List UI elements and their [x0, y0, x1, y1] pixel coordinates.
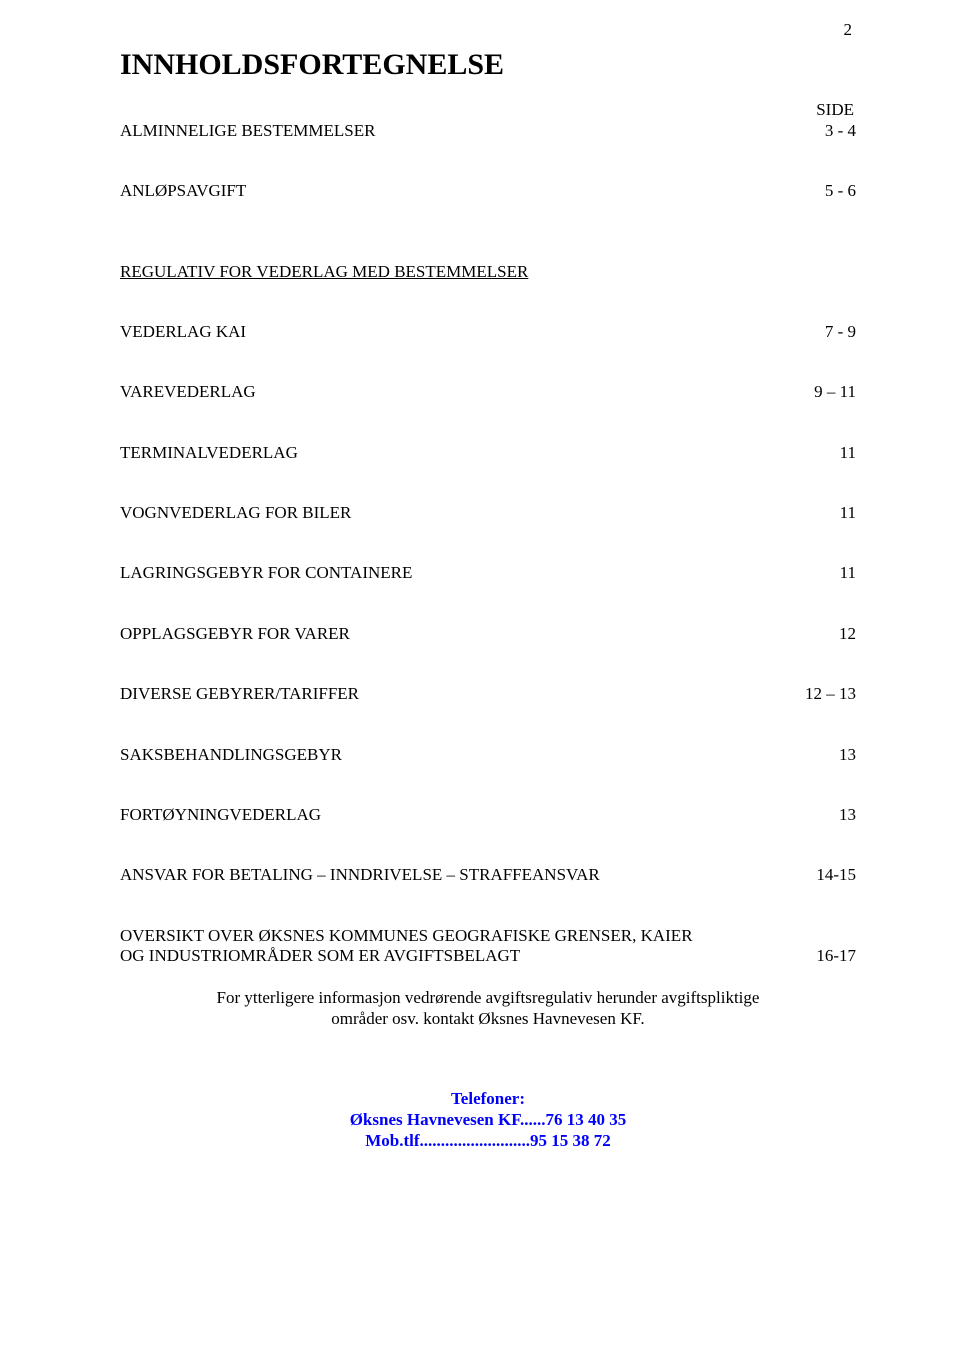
toc-row: FORTØYNINGVEDERLAG 13: [120, 805, 856, 825]
toc-row: OPPLAGSGEBYR FOR VARER 12: [120, 624, 856, 644]
page-title: INNHOLDSFORTEGNELSE: [120, 48, 856, 82]
toc-row: ALMINNELIGE BESTEMMELSER 3 - 4: [120, 121, 856, 141]
toc-label: OPPLAGSGEBYR FOR VARER: [120, 624, 350, 644]
toc-label: VAREVEDERLAG: [120, 382, 256, 402]
toc-value: 11: [840, 563, 856, 583]
telefoner-heading: Telefoner:: [120, 1089, 856, 1110]
toc-value: 11: [840, 503, 856, 523]
toc-row: ANSVAR FOR BETALING – INNDRIVELSE – STRA…: [120, 865, 856, 885]
column-header-side: SIDE: [120, 100, 856, 120]
toc-value: 14-15: [816, 865, 856, 885]
toc-row: VOGNVEDERLAG FOR BILER 11: [120, 503, 856, 523]
toc-multiline-value: 16-17: [816, 946, 856, 966]
toc-value: 12 – 13: [805, 684, 856, 704]
toc-value: 13: [839, 745, 856, 765]
toc-row: VAREVEDERLAG 9 – 11: [120, 382, 856, 402]
toc-row: ANLØPSAVGIFT 5 - 6: [120, 181, 856, 201]
toc-multiline-row: OVERSIKT OVER ØKSNES KOMMUNES GEOGRAFISK…: [120, 926, 856, 967]
toc-value: 5 - 6: [825, 181, 856, 201]
telefoner-line: Mob.tlf..........................95 15 3…: [120, 1131, 856, 1152]
toc-label: SAKSBEHANDLINGSGEBYR: [120, 745, 342, 765]
toc-label: TERMINALVEDERLAG: [120, 443, 298, 463]
toc-value: 3 - 4: [825, 121, 856, 141]
toc-label: LAGRINGSGEBYR FOR CONTAINERE: [120, 563, 412, 583]
toc-value: 13: [839, 805, 856, 825]
page-number: 2: [844, 20, 853, 40]
toc-multiline-label: OG INDUSTRIOMRÅDER SOM ER AVGIFTSBELAGT: [120, 946, 520, 966]
toc-value: 12: [839, 624, 856, 644]
telefoner-block: Telefoner: Øksnes Havnevesen KF......76 …: [120, 1089, 856, 1151]
toc-subheading: REGULATIV FOR VEDERLAG MED BESTEMMELSER: [120, 262, 856, 282]
toc-label: ANSVAR FOR BETALING – INNDRIVELSE – STRA…: [120, 865, 600, 885]
info-line: områder osv. kontakt Øksnes Havnevesen K…: [331, 1009, 644, 1028]
toc-label: ANLØPSAVGIFT: [120, 181, 246, 201]
info-paragraph: For ytterligere informasjon vedrørende a…: [120, 988, 856, 1029]
toc-multiline-line1: OVERSIKT OVER ØKSNES KOMMUNES GEOGRAFISK…: [120, 926, 856, 946]
info-line: For ytterligere informasjon vedrørende a…: [217, 988, 760, 1007]
toc-label: VOGNVEDERLAG FOR BILER: [120, 503, 351, 523]
toc-row: VEDERLAG KAI 7 - 9: [120, 322, 856, 342]
toc-row: LAGRINGSGEBYR FOR CONTAINERE 11: [120, 563, 856, 583]
toc-value: 7 - 9: [825, 322, 856, 342]
telefoner-line: Øksnes Havnevesen KF......76 13 40 35: [120, 1110, 856, 1131]
toc-label: DIVERSE GEBYRER/TARIFFER: [120, 684, 359, 704]
toc-row: TERMINALVEDERLAG 11: [120, 443, 856, 463]
toc-row: DIVERSE GEBYRER/TARIFFER 12 – 13: [120, 684, 856, 704]
document-page: 2 INNHOLDSFORTEGNELSE SIDE ALMINNELIGE B…: [0, 0, 960, 1352]
toc-label: ALMINNELIGE BESTEMMELSER: [120, 121, 375, 141]
toc-label: FORTØYNINGVEDERLAG: [120, 805, 321, 825]
toc-value: 11: [840, 443, 856, 463]
toc-row: SAKSBEHANDLINGSGEBYR 13: [120, 745, 856, 765]
toc-label: VEDERLAG KAI: [120, 322, 246, 342]
toc-value: 9 – 11: [814, 382, 856, 402]
